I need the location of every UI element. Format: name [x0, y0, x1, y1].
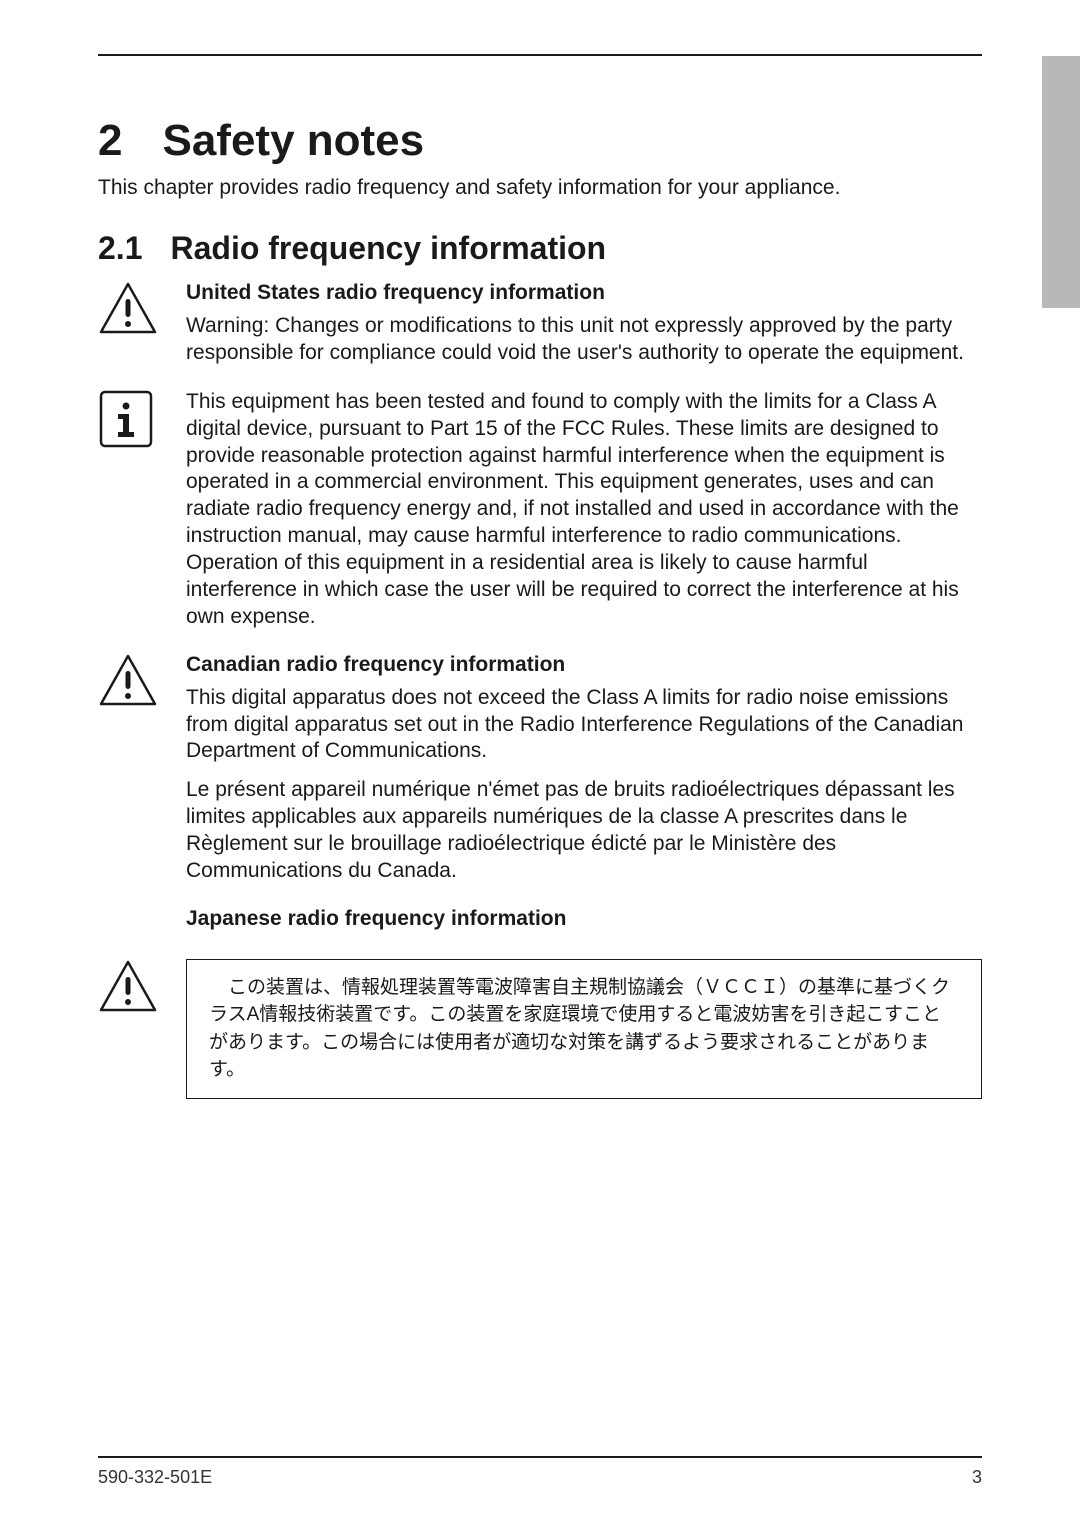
jp-box: この装置は、情報処理装置等電波障害自主規制協議会（ＶＣＣＩ）の基準に基づくクラス… [186, 959, 982, 1099]
document-number: 590-332-501E [98, 1467, 212, 1488]
us-heading: United States radio frequency informatio… [186, 281, 982, 305]
chapter-intro: This chapter provides radio frequency an… [98, 176, 982, 200]
section-number: 2.1 [98, 230, 142, 267]
jp-block: この装置は、情報処理装置等電波障害自主規制協議会（ＶＣＣＩ）の基準に基づくクラス… [98, 941, 982, 1099]
ca-para2: Le présent appareil numérique n'émet pas… [186, 777, 982, 885]
jp-text: この装置は、情報処理装置等電波障害自主規制協議会（ＶＣＣＩ）の基準に基づくクラス… [209, 974, 959, 1084]
us-info-block: This equipment has been tested and found… [98, 389, 982, 643]
warning-icon [98, 653, 166, 897]
jp-heading: Japanese radio frequency information [186, 907, 982, 931]
page-footer: 590-332-501E 3 [98, 1467, 982, 1488]
us-warning-block: United States radio frequency informatio… [98, 281, 982, 379]
warning-icon [98, 281, 166, 379]
ca-para1: This digital apparatus does not exceed t… [186, 685, 982, 766]
section-title: Radio frequency information [170, 230, 606, 267]
ca-heading: Canadian radio frequency information [186, 653, 982, 677]
page-number: 3 [972, 1467, 982, 1488]
warning-icon [98, 941, 166, 1099]
top-rule [98, 54, 982, 56]
info-icon [98, 389, 166, 643]
us-warning-text: Warning: Changes or modifications to thi… [186, 313, 982, 367]
chapter-heading: 2 Safety notes [98, 116, 982, 166]
jp-heading-block: Japanese radio frequency information [98, 907, 982, 939]
us-info-text: This equipment has been tested and found… [186, 389, 982, 631]
ca-block: Canadian radio frequency information Thi… [98, 653, 982, 897]
chapter-number: 2 [98, 116, 122, 166]
bottom-rule [98, 1456, 982, 1458]
document-page: 2 Safety notes This chapter provides rad… [0, 0, 1080, 1532]
section-heading: 2.1 Radio frequency information [98, 230, 982, 267]
chapter-title: Safety notes [162, 116, 424, 166]
